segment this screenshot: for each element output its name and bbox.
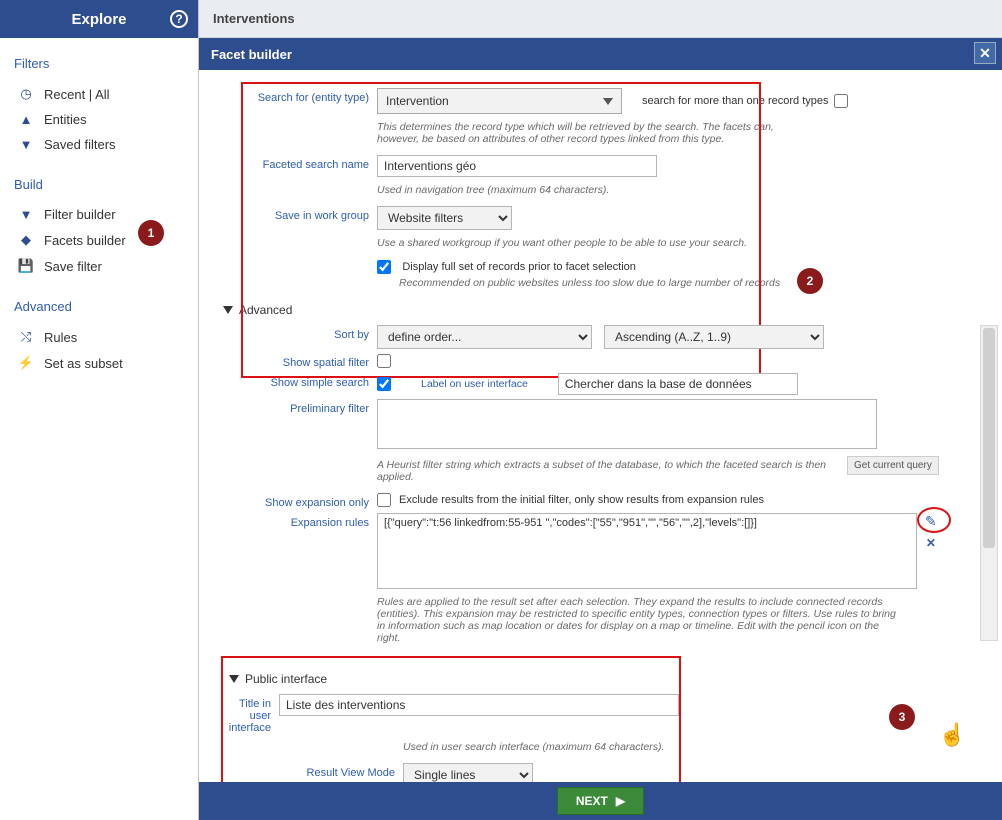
display-full-hint: Recommended on public websites unless to… [399,277,972,289]
rules-label: Expansion rules [217,513,377,529]
display-full-label: Display full set of records prior to fac… [402,261,636,273]
main: Interventions Facet builder ✕ 2 Search f… [199,0,1002,820]
cursor-icon: ☝ [939,722,966,748]
more-types-checkbox[interactable] [834,94,848,108]
sidebar-title-text: Explore [71,11,126,28]
clock-icon: ◷ [18,86,34,102]
title-ui-hint: Used in user search interface (maximum 6… [403,741,679,753]
advanced-section-title: Advanced [239,303,292,317]
highlight-circle-3 [917,507,951,533]
more-types-label: search for more than one record types [642,95,828,107]
remove-rule-icon[interactable]: ✕ [926,536,936,550]
form-area: 2 Search for (entity type) Intervention … [217,88,972,782]
panel-title: Facet builder [211,47,292,62]
scrollbar[interactable] [980,325,998,641]
prelim-label: Preliminary filter [217,399,377,415]
public-section-title: Public interface [245,672,327,686]
save-icon: 💾 [18,258,34,274]
filter-icon: ▼ [18,137,34,152]
sidebar: Explore ? Filters ◷ Recent | All ▲ Entitie… [0,0,199,820]
next-button-label: NEXT [576,794,608,808]
arrow-right-icon: ▶ [616,794,625,808]
title-ui-label: Title in user interface [223,694,279,734]
spatial-label: Show spatial filter [217,353,377,369]
cube-icon: ◆ [18,232,34,248]
breadcrumb-text: Interventions [213,11,295,26]
content: 2 Search for (entity type) Intervention … [199,70,1002,782]
name-label: Faceted search name [217,155,377,171]
sidebar-item-label: Saved filters [44,137,116,152]
footer-bar: NEXT ▶ [199,782,1002,820]
entity-type-value: Intervention [386,94,449,108]
filter-plus-icon: ▼ [18,207,34,222]
entity-icon: ▲ [18,112,34,127]
filters-heading: Filters [14,56,184,71]
sidebar-body: Filters ◷ Recent | All ▲ Entities ▼ Saved f… [0,38,198,388]
expansion-only-label: Show expansion only [217,493,377,509]
sidebar-title: Explore ? [0,0,198,38]
collapse-icon [229,675,239,683]
advanced-section-header[interactable]: Advanced [223,303,972,317]
workgroup-select[interactable]: Website filters [377,206,512,230]
chevron-down-icon [603,98,613,105]
build-heading: Build [14,177,184,192]
display-full-checkbox[interactable] [377,260,391,274]
sort-field-select[interactable]: define order... [377,325,592,349]
prelim-textarea[interactable] [377,399,877,449]
simple-search-checkbox[interactable] [377,377,391,391]
sidebar-item-label: Entities [44,112,87,127]
expansion-only-checkbox[interactable] [377,493,391,507]
rules-icon: ⤭ [18,329,34,345]
public-section-header[interactable]: Public interface [229,672,679,686]
sidebar-item-save-filter[interactable]: 💾 Save filter [14,253,184,279]
breadcrumb: Interventions [199,0,1002,38]
expansion-only-text: Exclude results from the initial filter,… [399,494,764,506]
rules-hint: Rules are applied to the result set afte… [377,596,897,644]
simple-search-label: Show simple search [217,373,377,389]
sidebar-item-label: Save filter [44,259,102,274]
subset-icon: ⚡ [18,355,34,371]
label-ui-input[interactable] [558,373,798,395]
label-ui-caption: Label on user interface [421,378,528,390]
sidebar-item-entities[interactable]: ▲ Entities [14,107,184,132]
sidebar-item-recent[interactable]: ◷ Recent | All [14,81,184,107]
sidebar-item-rules[interactable]: ⤭ Rules [14,324,184,350]
advanced-heading: Advanced [14,299,184,314]
sidebar-item-subset[interactable]: ⚡ Set as subset [14,350,184,376]
rules-textarea[interactable]: [{"query":"t:56 linkedfrom:55-951 ","cod… [377,513,917,589]
spatial-checkbox[interactable] [377,354,391,368]
help-icon[interactable]: ? [170,10,188,28]
close-icon[interactable]: ✕ [974,42,996,64]
get-query-button[interactable]: Get current query [847,456,939,475]
viewmode-label: Result View Mode [223,763,403,779]
entity-type-select[interactable]: Intervention [377,88,622,114]
entity-hint: This determines the record type which wi… [377,121,797,145]
workgroup-label: Save in work group [217,206,377,222]
name-hint: Used in navigation tree (maximum 64 char… [377,184,972,196]
search-for-label: Search for (entity type) [217,88,377,104]
collapse-icon [223,306,233,314]
workgroup-hint: Use a shared workgroup if you want other… [377,237,972,249]
sidebar-item-label: Set as subset [44,356,123,371]
badge-1: 1 [138,220,164,246]
panel-header: Facet builder ✕ [199,38,1002,70]
prelim-hint: A Heurist filter string which extracts a… [377,459,837,483]
search-name-input[interactable] [377,155,657,177]
highlight-box-public: Public interface Title in user interface… [221,656,681,782]
sidebar-item-label: Recent | All [44,87,110,102]
next-button[interactable]: NEXT ▶ [557,787,644,815]
badge-2: 2 [797,268,823,294]
sidebar-item-label: Rules [44,330,77,345]
scrollbar-thumb[interactable] [983,328,995,548]
sort-label: Sort by [217,325,377,341]
sidebar-item-label: Facets builder [44,233,126,248]
title-ui-input[interactable] [279,694,679,716]
sidebar-item-saved[interactable]: ▼ Saved filters [14,132,184,157]
sidebar-item-label: Filter builder [44,207,116,222]
sort-direction-select[interactable]: Ascending (A..Z, 1..9) [604,325,824,349]
viewmode-select[interactable]: Single lines [403,763,533,782]
